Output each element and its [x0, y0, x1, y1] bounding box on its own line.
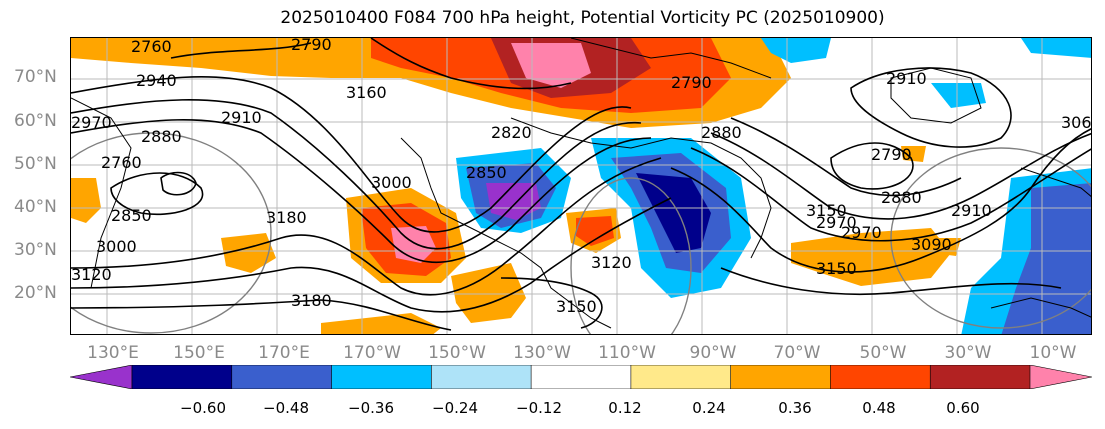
colorbar: [70, 365, 1092, 389]
contour-label: 2910: [886, 69, 927, 88]
contour-label: 2910: [221, 108, 262, 127]
contour-label: 3120: [71, 265, 112, 284]
lon-label: 30°W: [944, 343, 992, 363]
pv-positive-north-pink: [511, 43, 591, 88]
colorbar-cell: [830, 365, 932, 389]
lat-label-20n: 20°N: [14, 283, 57, 303]
lat-label-70n: 70°N: [14, 67, 57, 87]
contour-label: 3150: [806, 201, 847, 220]
contour-label: 2910: [951, 201, 992, 220]
contour-label: 2790: [871, 145, 912, 164]
contour-labels: 2760 2790 2940 2970 2880 2760 2850 3000 …: [71, 38, 1092, 316]
colorbar-tick-label: −0.36: [348, 399, 394, 417]
contour-label: 2880: [881, 188, 922, 207]
colorbar-tick-label: −0.12: [516, 399, 562, 417]
grey-circles: [71, 132, 1091, 334]
contour-label: 3160: [346, 83, 387, 102]
colorbar-cell: [70, 365, 133, 389]
lon-label: 70°W: [773, 343, 821, 363]
colorbar-cell: [431, 365, 532, 389]
colorbar-cell: [1029, 365, 1092, 389]
colorbar-tick-label: −0.24: [432, 399, 478, 417]
contour-label: 2880: [701, 123, 742, 142]
colorbar-tick-label: −0.60: [180, 399, 226, 417]
height-contours: [71, 38, 1091, 331]
colorbar-tick-label: 0.48: [862, 399, 896, 417]
lon-label: 130°E: [87, 343, 139, 363]
lon-label: 50°W: [859, 343, 907, 363]
lon-label: 150°W: [428, 343, 486, 363]
map-panel: 2760 2790 2940 2970 2880 2760 2850 3000 …: [70, 37, 1092, 335]
lat-label-60n: 60°N: [14, 111, 57, 131]
coastlines: [71, 38, 1091, 329]
pv-positive-south-orange-2: [321, 313, 441, 334]
contour-label: 3000: [96, 237, 137, 256]
colorbar-tick-label: 0.36: [778, 399, 812, 417]
contour-label: 2790: [291, 38, 332, 54]
colorbar-cell: [730, 365, 832, 389]
graticule: [71, 38, 1091, 334]
colorbar-tick-label: 0.24: [692, 399, 726, 417]
colorbar-tick-label: 0.60: [946, 399, 980, 417]
lon-label: 170°W: [343, 343, 401, 363]
contour-label: 2850: [111, 206, 152, 225]
lon-label: 10°W: [1029, 343, 1077, 363]
pv-negative-ne-corner: [1021, 38, 1091, 58]
contour-label: 2880: [141, 127, 182, 146]
lat-label-50n: 50°N: [14, 154, 57, 174]
colorbar-cell: [231, 365, 333, 389]
colorbar-tick-label: 0.12: [608, 399, 642, 417]
colorbar-cell: [530, 365, 632, 389]
lon-label: 170°E: [258, 343, 310, 363]
pv-negative-east-blue: [1001, 183, 1091, 334]
contour-label: 3090: [911, 235, 952, 254]
contour-label: 3120: [591, 253, 632, 272]
lat-label-40n: 40°N: [14, 197, 57, 217]
contour-label: 3180: [266, 208, 307, 227]
lon-label: 150°E: [173, 343, 225, 363]
pv-negative-east-us-navy: [636, 173, 711, 253]
contour-label: 2970: [71, 113, 112, 132]
contour-label: 3060: [1061, 113, 1092, 132]
contour-label: 2940: [136, 71, 177, 90]
map-svg: 2760 2790 2940 2970 2880 2760 2850 3000 …: [71, 38, 1092, 334]
pv-negative-ne-lightblue: [761, 38, 831, 63]
pv-positive-small-orange: [901, 146, 926, 162]
contour-label: 2760: [101, 153, 142, 172]
colorbar-cell: [929, 365, 1031, 389]
contour-label: 2850: [466, 163, 507, 182]
lon-label: 130°W: [513, 343, 571, 363]
colorbar-cell: [331, 365, 433, 389]
map-title: 2025010400 F084 700 hPa height, Potentia…: [280, 8, 885, 28]
contour-label: 3150: [556, 297, 597, 316]
lon-label: 90°W: [689, 343, 737, 363]
contour-label: 2970: [841, 223, 882, 242]
contour-label: 2790: [671, 73, 712, 92]
contour-label: 2760: [131, 38, 172, 56]
contour-label: 2970: [816, 213, 857, 232]
colorbar-cell: [630, 365, 732, 389]
colorbar-cell: [131, 365, 233, 389]
contour-label: 2820: [491, 123, 532, 142]
colorbar-tick-label: −0.48: [263, 399, 309, 417]
contour-label: 3150: [816, 259, 857, 278]
lon-label: 110°W: [598, 343, 656, 363]
pv-positive-gulf-red: [576, 216, 614, 246]
pv-positive-west-orange: [71, 178, 101, 223]
contour-label: 3180: [291, 291, 332, 310]
lat-label-30n: 30°N: [14, 240, 57, 260]
pv-negative-ne-lightblue-2: [931, 83, 986, 108]
contour-label: 3000: [371, 173, 412, 192]
